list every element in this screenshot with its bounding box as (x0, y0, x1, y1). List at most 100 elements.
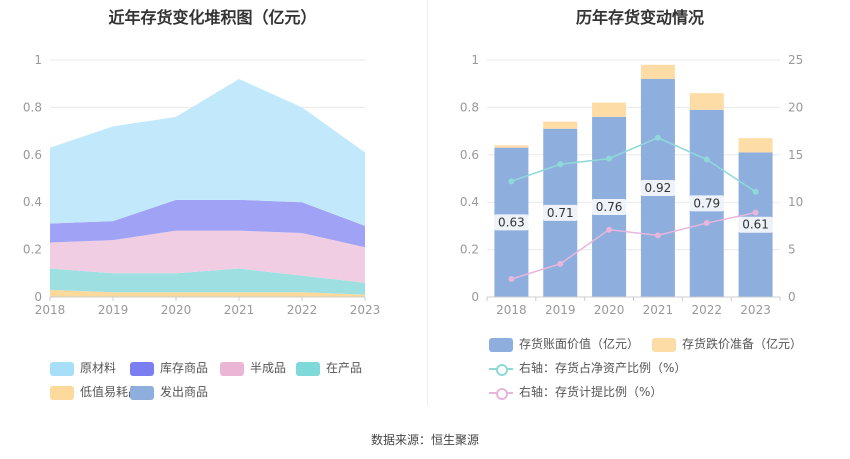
area-库存商品 (50, 199, 365, 248)
right-x-tick-label: 2021 (643, 303, 674, 317)
legend-label: 低值易耗品 (80, 385, 141, 399)
left-y-tick-label: 0.8 (23, 100, 42, 114)
legend-swatch (489, 337, 513, 352)
left-chart-title: 近年存货变化堆积图（亿元） (108, 8, 317, 27)
left-x-tick-label: 2022 (287, 303, 318, 317)
legend-swatch (50, 385, 74, 400)
area-在产品 (50, 268, 365, 295)
right-y-tick-label: 0.2 (460, 243, 479, 257)
right-y-tick-label: 0.6 (460, 148, 479, 162)
left-y-tick-label: 0.2 (23, 243, 42, 257)
bar-data-label: 0.71 (547, 206, 574, 220)
bar-存货跌价准备（亿元） (738, 138, 773, 153)
right-x-tick-label: 2022 (691, 303, 722, 317)
line-point (508, 178, 515, 185)
line-point (654, 134, 661, 141)
left-y-tick-label: 0.4 (23, 195, 42, 209)
line-point (752, 188, 759, 195)
area-半成品 (50, 230, 365, 283)
right-x-tick-label: 2020 (594, 303, 625, 317)
bar-存货跌价准备（亿元） (494, 145, 529, 148)
data-label-bg (689, 195, 724, 212)
legend-swatch (220, 361, 244, 376)
legend-label: 发出商品 (160, 385, 209, 399)
line-point (654, 232, 661, 239)
right-y2-tick-label: 20 (788, 100, 803, 114)
legend-label: 右轴：存货计提比例（%） (519, 385, 663, 399)
legend-swatch (130, 385, 154, 400)
legend-swatch (652, 337, 676, 352)
area-原材料 (50, 78, 365, 226)
right-x-tick-label: 2019 (545, 303, 576, 317)
left-x-tick-label: 2020 (161, 303, 192, 317)
legend-label: 半成品 (250, 361, 287, 375)
legend-item[interactable]: 库存商品 (130, 360, 208, 376)
line-point (752, 209, 759, 216)
legend-swatch (489, 386, 513, 400)
legend-label: 原材料 (80, 361, 117, 375)
legend-swatch (296, 361, 320, 376)
line-point (508, 275, 515, 282)
line-右轴：存货占净资产比例（%） (511, 136, 756, 193)
bar-data-label: 0.92 (645, 181, 672, 195)
right-y2-tick-label: 0 (788, 290, 796, 304)
legend-item[interactable]: 存货账面价值（亿元） (489, 336, 639, 352)
legend-item[interactable]: 半成品 (220, 360, 286, 376)
line-point (606, 226, 613, 233)
bar-data-label: 0.76 (596, 200, 623, 214)
data-label-bg (591, 198, 627, 215)
legend-label: 库存商品 (160, 361, 209, 375)
bar-存货跌价准备（亿元） (689, 93, 724, 110)
line-point (703, 220, 710, 227)
legend-swatch (50, 361, 74, 376)
legend-item[interactable]: 在产品 (296, 360, 362, 376)
data-label-bg (543, 204, 578, 221)
legend-item[interactable]: 右轴：存货占净资产比例（%） (489, 360, 686, 376)
line-point (557, 260, 564, 267)
legend-item[interactable]: 右轴：存货计提比例（%） (489, 384, 662, 400)
right-x-tick-label: 2023 (740, 303, 771, 317)
bar-存货跌价准备（亿元） (592, 102, 627, 117)
legend-item[interactable]: 低值易耗品 (50, 384, 140, 400)
left-y-tick-label: 0 (34, 290, 42, 304)
right-y-tick-label: 1 (471, 53, 479, 67)
legend-swatch (130, 361, 154, 376)
legend-label: 存货跌价准备（亿元） (682, 337, 803, 351)
data-source: 数据来源：恒生聚源 (370, 433, 479, 447)
line-右轴：存货计提比例（%） (511, 211, 756, 280)
right-y2-tick-label: 10 (788, 195, 803, 209)
left-x-tick-label: 2019 (98, 303, 129, 317)
legend-item[interactable]: 存货跌价准备（亿元） (652, 336, 802, 352)
bar-data-label: 0.63 (498, 215, 525, 229)
left-x-tick-label: 2023 (350, 303, 381, 317)
panel-divider (427, 0, 428, 405)
right-y-tick-label: 0.4 (460, 195, 479, 209)
legend-label: 右轴：存货占净资产比例（%） (519, 361, 687, 375)
line-point (703, 156, 710, 163)
data-label-bg (494, 214, 529, 231)
area-低值易耗品 (50, 289, 365, 297)
line-point (606, 155, 613, 162)
right-y2-tick-label: 5 (788, 243, 796, 257)
bar-data-label: 0.61 (742, 218, 769, 232)
bar-data-label: 0.79 (693, 196, 720, 210)
left-x-tick-label: 2021 (224, 303, 255, 317)
legend-item[interactable]: 发出商品 (130, 384, 208, 400)
left-y-tick-label: 0.6 (23, 148, 42, 162)
left-y-tick-label: 1 (34, 53, 42, 67)
right-y-tick-label: 0 (471, 290, 479, 304)
line-point (557, 161, 564, 168)
data-label-bg (640, 179, 676, 196)
left-x-tick-label: 2018 (35, 303, 66, 317)
legend-swatch (489, 362, 513, 376)
legend-label: 存货账面价值（亿元） (519, 337, 640, 351)
legend-item[interactable]: 原材料 (50, 360, 116, 376)
right-y-tick-label: 0.8 (460, 100, 479, 114)
bar-存货跌价准备（亿元） (543, 121, 578, 129)
legend-label: 在产品 (326, 361, 363, 375)
data-label-bg (738, 216, 773, 233)
bar-存货跌价准备（亿元） (640, 64, 675, 79)
right-y2-tick-label: 15 (788, 148, 803, 162)
right-chart-title: 历年存货变动情况 (575, 8, 704, 27)
